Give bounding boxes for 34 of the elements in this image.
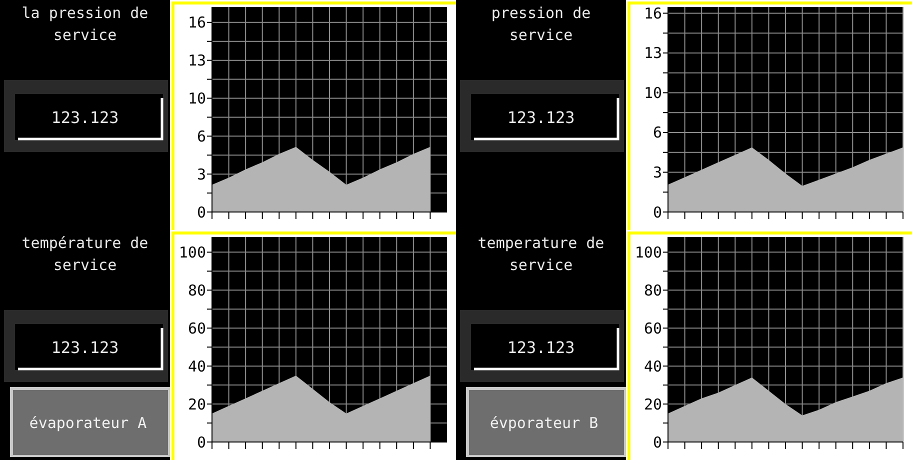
text: 123.123 <box>51 108 119 127</box>
y-tick-label: 60 <box>188 319 206 338</box>
y-tick-label: 3 <box>196 165 206 184</box>
y-tick-label: 13 <box>188 52 206 70</box>
y-tick-label: 80 <box>188 281 206 300</box>
y-tick-label: 40 <box>644 357 662 376</box>
y-tick-label: 13 <box>644 44 662 62</box>
text: température de service <box>22 234 148 274</box>
text: évaporateur A <box>29 414 147 432</box>
y-tick-label: 16 <box>644 4 662 22</box>
y-tick-label: 10 <box>644 84 662 102</box>
text: temperature de service <box>478 234 604 274</box>
text: 123.123 <box>51 338 119 357</box>
y-tick-label: 20 <box>188 395 206 414</box>
y-tick-label: 0 <box>196 433 206 452</box>
y-tick-label: 6 <box>196 127 206 146</box>
y-tick-label: 20 <box>644 395 662 414</box>
y-tick-label: 6 <box>652 124 662 142</box>
y-tick-label: 60 <box>644 319 662 338</box>
y-tick-label: 10 <box>188 89 206 108</box>
y-tick-label: 100 <box>634 243 662 262</box>
text: 123.123 <box>507 338 575 357</box>
y-tick-label: 40 <box>188 357 206 376</box>
y-tick-label: 16 <box>188 14 206 32</box>
y-tick-label: 80 <box>644 281 662 300</box>
text: évporateur B <box>490 414 598 432</box>
y-tick-label: 0 <box>652 433 662 452</box>
y-tick-label: 3 <box>652 163 662 182</box>
y-tick-label: 0 <box>652 203 662 222</box>
y-tick-label: 0 <box>196 203 206 222</box>
text: 123.123 <box>507 108 575 127</box>
text: pression de service <box>491 4 591 44</box>
y-tick-label: 100 <box>178 243 206 262</box>
text: la pression de service <box>22 4 148 44</box>
